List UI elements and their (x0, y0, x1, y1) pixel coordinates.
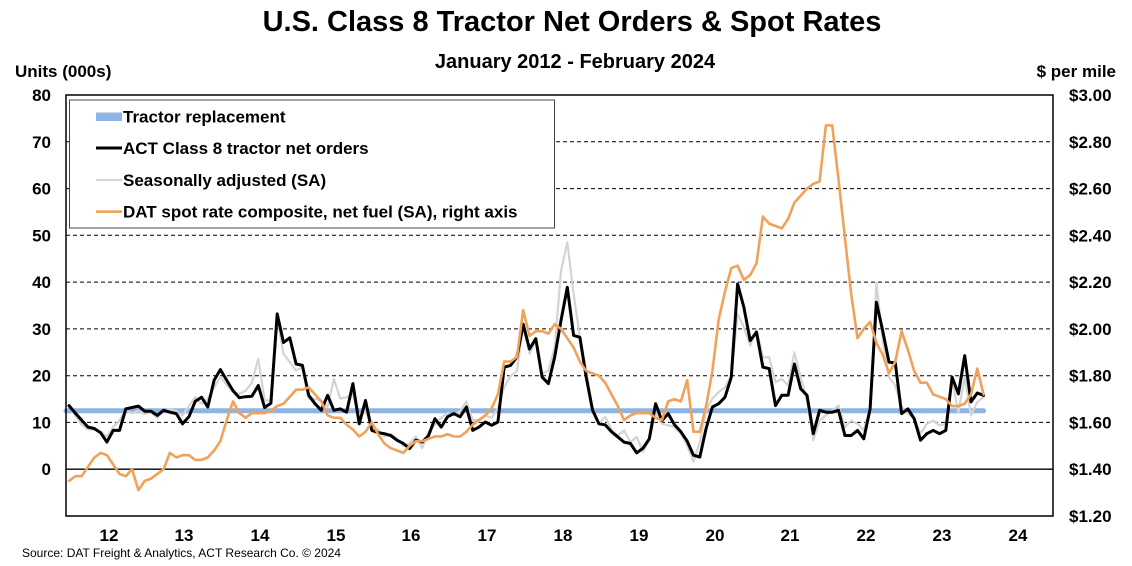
legend-label-tractor-replacement: Tractor replacement (123, 108, 286, 127)
y-left-tick-label: 60 (32, 180, 51, 199)
legend-swatch-tractor-replacement (96, 112, 122, 121)
legend: Tractor replacement ACT Class 8 tractor … (69, 99, 555, 229)
x-axis: 12 13 14 15 16 17 18 19 20 21 22 23 24 (100, 526, 1028, 545)
series-line-act-net-orders (67, 282, 986, 459)
y-left-tick-label: 10 (32, 413, 51, 432)
y-left-axis: 80 70 60 50 40 30 20 10 0 (32, 86, 51, 479)
y-right-tick-label: $3.00 (1069, 86, 1112, 105)
y-left-tick-label: 70 (32, 133, 51, 152)
x-tick-label: 12 (100, 526, 119, 545)
x-tick-label: 19 (630, 526, 649, 545)
y-right-tick-label: $2.40 (1069, 226, 1112, 245)
y-right-axis: $3.00 $2.80 $2.60 $2.40 $2.20 $2.00 $1.8… (1069, 86, 1112, 526)
y-left-axis-title: Units (000s) (15, 62, 111, 81)
y-left-tick-label: 40 (32, 273, 51, 292)
x-tick-label: 17 (478, 526, 497, 545)
plot-area-frame (65, 94, 1054, 517)
x-tick-label: 18 (554, 526, 573, 545)
y-left-tick-label: 20 (32, 367, 51, 386)
x-tick-label: 23 (933, 526, 952, 545)
legend-label-act-net-orders: ACT Class 8 tractor net orders (123, 139, 369, 158)
chart-title: U.S. Class 8 Tractor Net Orders & Spot R… (263, 6, 882, 38)
x-tick-label: 21 (781, 526, 800, 545)
legend-label-dat-spot-rate: DAT spot rate composite, net fuel (SA), … (123, 203, 518, 222)
y-right-tick-label: $2.00 (1069, 320, 1112, 339)
y-right-tick-label: $1.80 (1069, 367, 1112, 386)
y-right-axis-title: $ per mile (1037, 62, 1116, 81)
series-group (63, 124, 987, 492)
y-right-tick-label: $1.40 (1069, 460, 1112, 479)
source-note: Source: DAT Freight & Analytics, ACT Res… (22, 546, 341, 560)
x-tick-label: 13 (175, 526, 194, 545)
y-right-tick-label: $2.20 (1069, 273, 1112, 292)
x-tick-label: 20 (706, 526, 725, 545)
x-tick-label: 14 (251, 526, 270, 545)
chart-subtitle: January 2012 - February 2024 (435, 51, 716, 73)
legend-label-seasonally-adjusted: Seasonally adjusted (SA) (123, 171, 326, 190)
y-left-tick-label: 0 (42, 460, 51, 479)
y-left-tick-label: 30 (32, 320, 51, 339)
y-right-tick-label: $1.60 (1069, 413, 1112, 432)
y-right-tick-label: $1.20 (1069, 507, 1112, 526)
legend-box (69, 99, 555, 229)
x-tick-label: 15 (327, 526, 346, 545)
x-tick-label: 24 (1009, 526, 1028, 545)
series-line-dat-spot-rate (67, 124, 985, 492)
y-right-tick-label: $2.60 (1069, 180, 1112, 199)
y-left-tick-label: 80 (32, 86, 51, 105)
x-tick-label: 22 (857, 526, 876, 545)
x-tick-label: 16 (402, 526, 421, 545)
y-left-tick-label: 50 (32, 226, 51, 245)
y-right-tick-label: $2.80 (1069, 133, 1112, 152)
